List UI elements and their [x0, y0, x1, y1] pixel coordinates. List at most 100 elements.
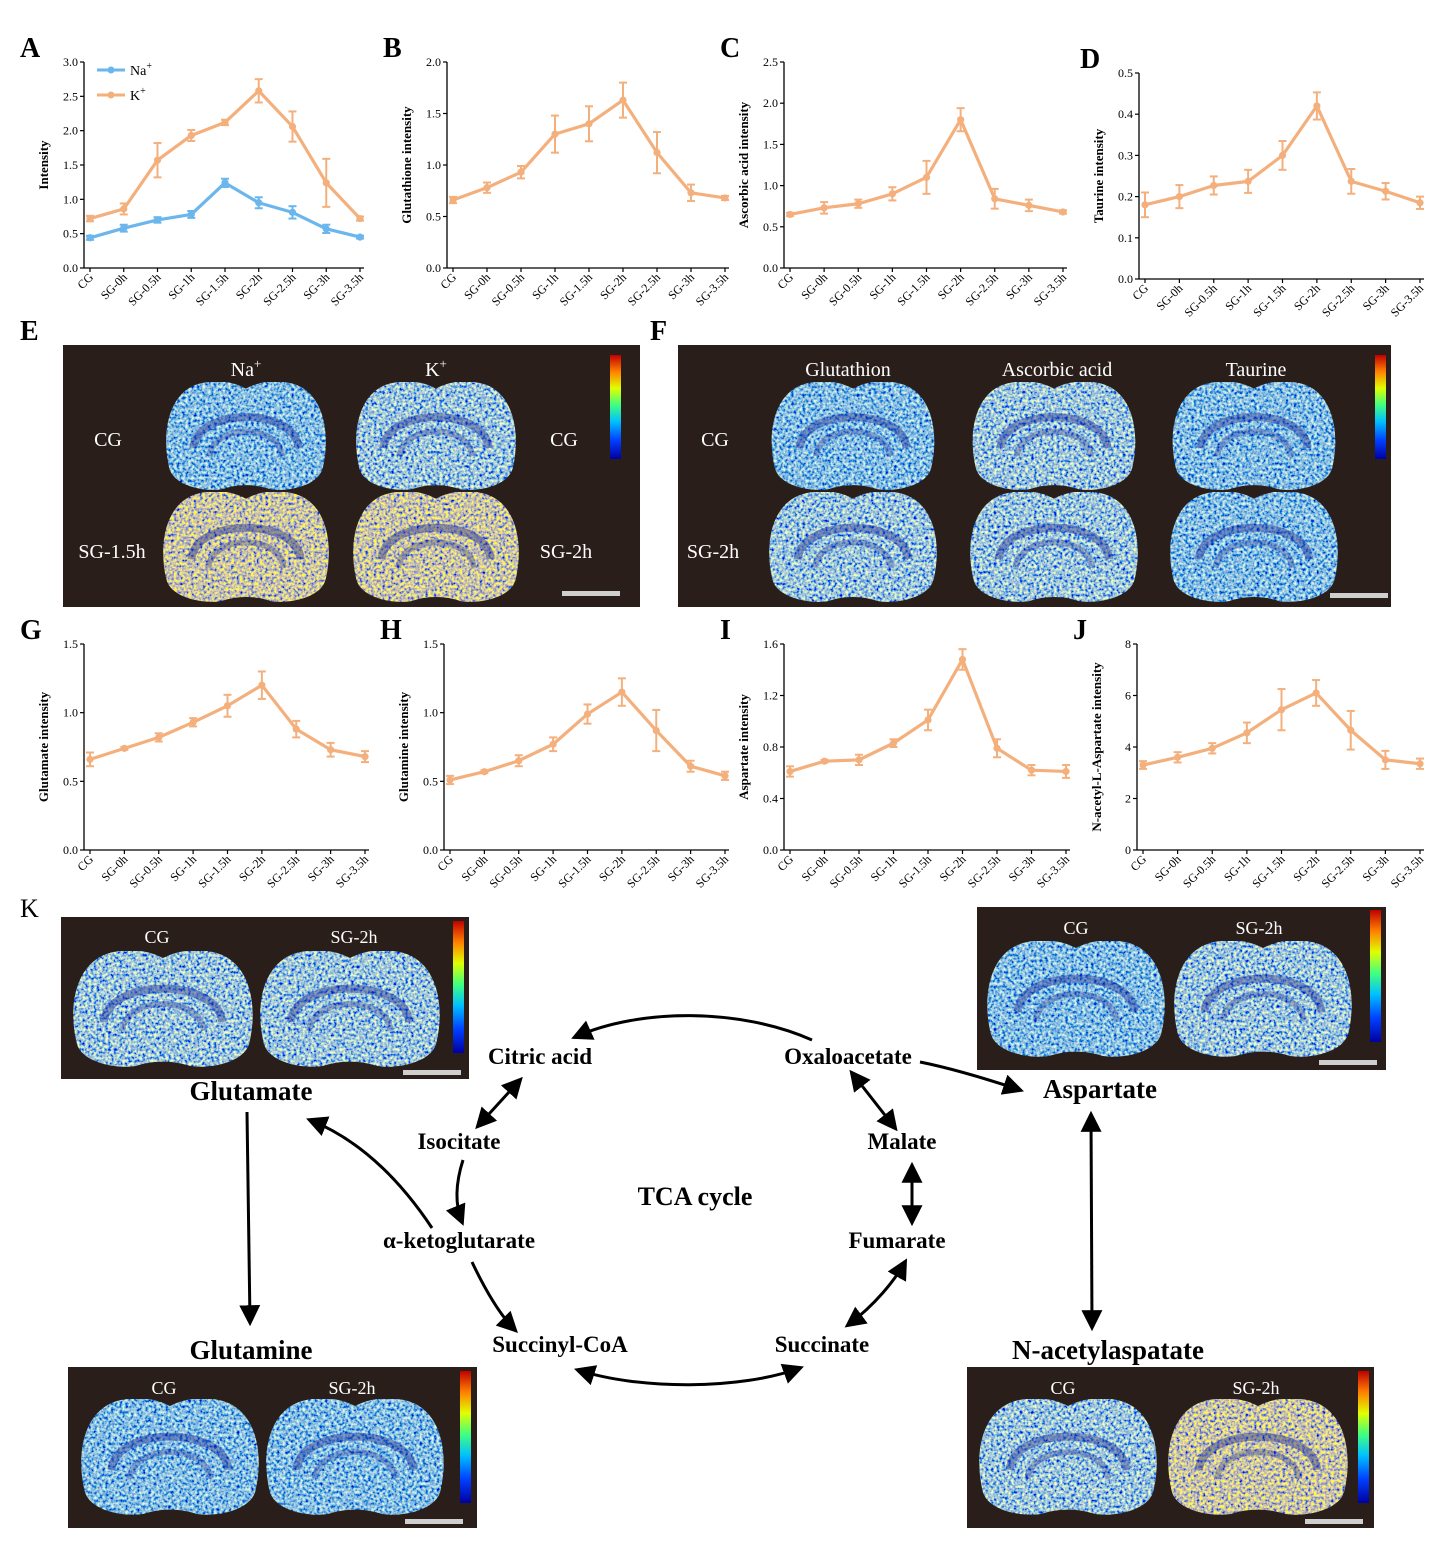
- brain-texture: [73, 951, 253, 1067]
- data-point: [820, 204, 828, 212]
- data-point: [888, 190, 896, 198]
- legend-label: Na+: [130, 61, 152, 79]
- y-tick-label: 2.0: [63, 124, 78, 138]
- brain-texture: [356, 382, 516, 490]
- imaging-panel-E: Na+ K+ CG CG SG-1.5h SG-2h: [63, 345, 640, 607]
- brain-slice: [260, 951, 440, 1067]
- data-point: [1175, 193, 1183, 201]
- node-fumarate: Fumarate: [848, 1228, 945, 1253]
- node-oxaloacetate: Oxaloacetate: [784, 1044, 912, 1069]
- image-label: CG: [1050, 1378, 1075, 1398]
- brain-slice: [972, 382, 1136, 490]
- y-tick-label: 0.4: [1118, 107, 1133, 121]
- brain-slice-fill: [81, 1399, 259, 1515]
- data-point: [619, 96, 627, 104]
- column-label: Glutathion: [805, 359, 891, 381]
- x-tick-label: SG-2.5h: [962, 270, 1000, 308]
- brain-structure-arc: [1213, 428, 1295, 458]
- column-label: Taurine: [1226, 359, 1287, 381]
- y-tick-label: 0.2: [1118, 190, 1133, 204]
- x-tick-label: SG-2h: [1291, 281, 1323, 313]
- data-point: [86, 234, 94, 242]
- x-tick-label: SG-3h: [665, 852, 697, 884]
- data-point: [189, 718, 197, 726]
- row-label: CG: [550, 429, 578, 451]
- x-tick-label: SG-0.5h: [489, 270, 527, 308]
- brain-slice: [1170, 492, 1338, 602]
- data-point: [327, 746, 335, 754]
- panel-letter-C: C: [720, 33, 740, 64]
- x-tick-label: SG-1.5h: [1250, 281, 1288, 319]
- data-point: [786, 210, 794, 219]
- y-tick-label: 1.5: [63, 637, 78, 651]
- x-tick-label: SG-0h: [458, 852, 490, 884]
- brain-slice-fill: [166, 382, 326, 490]
- series-line: [89, 89, 362, 221]
- brain-structure-arc: [99, 984, 227, 1023]
- scale-bar: [1305, 1519, 1363, 1524]
- x-tick-label: SG-3h: [305, 852, 337, 884]
- data-point: [1347, 177, 1355, 185]
- data-point: [855, 756, 863, 764]
- data-point: [86, 214, 94, 223]
- panel-letter-G: G: [20, 615, 42, 646]
- brain-structure-arc: [1219, 991, 1307, 1022]
- data-point: [585, 120, 593, 128]
- brain-slice: [356, 382, 516, 490]
- brain-slice: [970, 492, 1138, 602]
- x-tick-label: SG-0h: [1152, 852, 1184, 884]
- brain-slice: [769, 492, 937, 602]
- x-tick-label: SG-3h: [1003, 270, 1035, 302]
- x-tick-label: SG-0.5h: [1181, 281, 1219, 319]
- y-tick-label: 0.1: [1118, 231, 1133, 245]
- x-tick-label: SG-1h: [1222, 281, 1254, 313]
- brain-slice: [771, 382, 935, 490]
- scale-bar: [405, 1519, 463, 1524]
- brain-slice: [987, 941, 1165, 1057]
- brain-structure-arc: [994, 523, 1114, 561]
- x-tick-label: SG-0h: [461, 270, 493, 302]
- colorbar: [453, 921, 464, 1053]
- brain-structure-arc: [189, 413, 303, 449]
- data-point: [120, 224, 128, 232]
- scale-bar: [403, 1070, 461, 1075]
- panel-letter-F: F: [650, 316, 667, 347]
- brain-slice-fill: [972, 382, 1136, 490]
- panel-letter-K: K: [20, 894, 39, 923]
- brain-texture: [353, 492, 519, 602]
- brain-texture: [163, 492, 329, 602]
- x-tick-label: SG-1.5h: [557, 270, 595, 308]
- data-point: [322, 179, 330, 187]
- y-tick-label: 0.0: [1118, 272, 1133, 286]
- panel-letter-I: I: [720, 615, 731, 646]
- x-tick-label: SG-1.5h: [894, 270, 932, 308]
- x-tick-label: SG-0h: [98, 270, 130, 302]
- data-point: [1208, 744, 1216, 752]
- x-tick-label: SG-0h: [1153, 281, 1185, 313]
- y-tick-label: 0.5: [426, 210, 441, 224]
- x-tick-label: SG-3h: [665, 270, 697, 302]
- brain-structure-arc: [206, 428, 286, 457]
- brain-structure-arc: [395, 539, 477, 569]
- y-tick-label: 0.5: [63, 774, 78, 788]
- x-tick-label: SG-0.5h: [826, 270, 864, 308]
- brain-structure-arc: [1214, 1449, 1302, 1480]
- data-point: [221, 179, 229, 187]
- row-label: CG: [701, 429, 729, 451]
- x-tick-label: SG-1.5h: [1249, 852, 1287, 890]
- x-tick-label: SG-0.5h: [126, 852, 164, 890]
- x-tick-label: SG-2.5h: [1319, 281, 1357, 319]
- brain-structure-arc: [119, 1001, 207, 1032]
- data-point: [449, 196, 457, 204]
- brain-structure-arc: [396, 428, 476, 457]
- x-tick-label: SG-0.5h: [827, 852, 865, 890]
- brain-structure-arc: [996, 413, 1112, 449]
- data-point: [1277, 706, 1286, 714]
- imaging-panel-aspartate: CG SG-2h: [977, 907, 1386, 1070]
- x-tick-label: SG-1h: [868, 852, 900, 884]
- brain-structure-arc: [1212, 539, 1296, 569]
